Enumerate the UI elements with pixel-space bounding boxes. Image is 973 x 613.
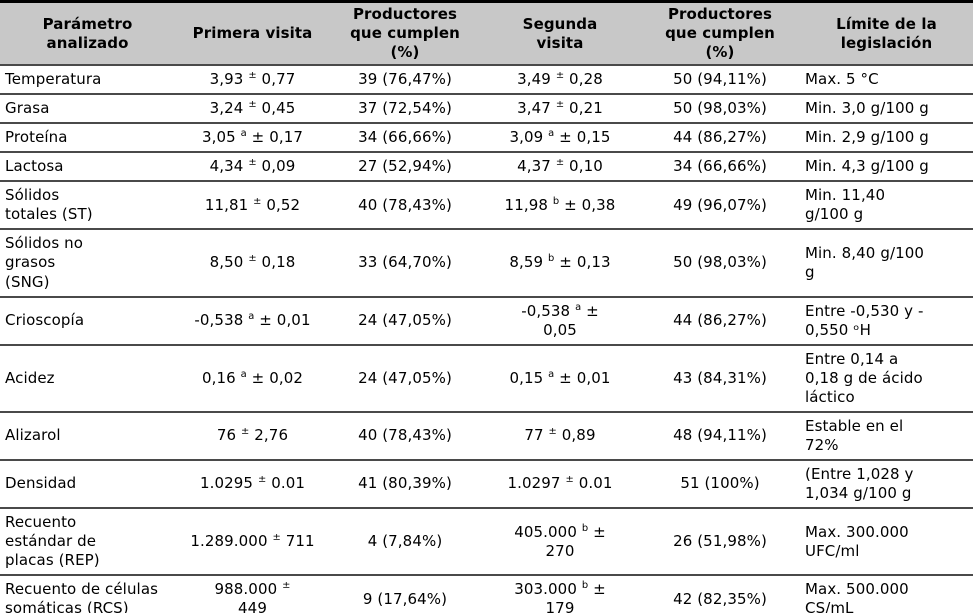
column-header-limite: Límite de la legislación	[800, 0, 973, 67]
cell-param: Recuento de células somáticas (RCS)	[0, 575, 175, 613]
cell-segunda: 3,09 a ± 0,15	[480, 123, 640, 154]
cell-param: Crioscopía	[0, 296, 175, 346]
cell-param: Alizarol	[0, 411, 175, 461]
cell-cumple2: 34 (66,66%)	[640, 152, 800, 183]
column-header-productores-1: Productores que cumplen (%)	[330, 0, 480, 67]
table-row-solidos-no-grasos: Sólidos no grasos (SNG) 8,50 ± 0,18 33 (…	[0, 229, 973, 298]
table-row-crioscopia: Crioscopía -0,538 a ± 0,01 24 (47,05%) -…	[0, 296, 973, 346]
cell-cumple1: 33 (64,70%)	[330, 229, 480, 298]
cell-segunda: 303.000 b ± 179	[480, 575, 640, 613]
table-row-alizarol: Alizarol 76 ± 2,76 40 (78,43%) 77 ± 0,89…	[0, 411, 973, 461]
cell-param: Densidad	[0, 459, 175, 509]
cell-cumple2: 43 (84,31%)	[640, 344, 800, 413]
cell-segunda: 8,59 b ± 0,13	[480, 229, 640, 298]
cell-primera: 1.289.000 ± 711	[175, 507, 330, 577]
cell-cumple1: 37 (72,54%)	[330, 94, 480, 125]
cell-cumple1: 24 (47,05%)	[330, 296, 480, 346]
cell-cumple1: 4 (7,84%)	[330, 507, 480, 577]
cell-cumple2: 50 (98,03%)	[640, 229, 800, 298]
cell-cumple2: 42 (82,35%)	[640, 575, 800, 613]
cell-cumple1: 41 (80,39%)	[330, 459, 480, 509]
table-row-recuento-celulas: Recuento de células somáticas (RCS) 988.…	[0, 575, 973, 613]
cell-limite: Entre -0,530 y - 0,550 ᵒH	[800, 296, 973, 346]
cell-param: Recuento estándar de placas (REP)	[0, 507, 175, 577]
cell-cumple2: 49 (96,07%)	[640, 181, 800, 231]
cell-limite: Min. 4,3 g/100 g	[800, 152, 973, 183]
cell-primera: 11,81 ± 0,52	[175, 181, 330, 231]
cell-cumple1: 9 (17,64%)	[330, 575, 480, 613]
cell-segunda: -0,538 a ± 0,05	[480, 296, 640, 346]
cell-primera: -0,538 a ± 0,01	[175, 296, 330, 346]
table-row-grasa: Grasa 3,24 ± 0,45 37 (72,54%) 3,47 ± 0,2…	[0, 94, 973, 125]
cell-primera: 3,93 ± 0,77	[175, 65, 330, 96]
cell-param: Temperatura	[0, 65, 175, 96]
cell-segunda: 3,49 ± 0,28	[480, 65, 640, 96]
cell-cumple2: 50 (94,11%)	[640, 65, 800, 96]
table-row-proteina: Proteína 3,05 a ± 0,17 34 (66,66%) 3,09 …	[0, 123, 973, 154]
cell-cumple1: 40 (78,43%)	[330, 411, 480, 461]
cell-cumple2: 44 (86,27%)	[640, 123, 800, 154]
cell-primera: 1.0295 ± 0.01	[175, 459, 330, 509]
cell-primera: 8,50 ± 0,18	[175, 229, 330, 298]
cell-param: Acidez	[0, 344, 175, 413]
cell-param: Proteína	[0, 123, 175, 154]
header-row: Parámetro analizado Primera visita Produ…	[0, 0, 973, 67]
cell-segunda: 77 ± 0,89	[480, 411, 640, 461]
cell-cumple2: 51 (100%)	[640, 459, 800, 509]
cell-param: Lactosa	[0, 152, 175, 183]
cell-param: Sólidos no grasos (SNG)	[0, 229, 175, 298]
cell-limite: Max. 500.000 CS/mL	[800, 575, 973, 613]
cell-cumple2: 44 (86,27%)	[640, 296, 800, 346]
cell-param: Grasa	[0, 94, 175, 125]
cell-cumple2: 50 (98,03%)	[640, 94, 800, 125]
cell-primera: 3,24 ± 0,45	[175, 94, 330, 125]
cell-segunda: 1.0297 ± 0.01	[480, 459, 640, 509]
cell-cumple1: 24 (47,05%)	[330, 344, 480, 413]
cell-limite: Max. 5 °C	[800, 65, 973, 96]
table-row-recuento-placas: Recuento estándar de placas (REP) 1.289.…	[0, 507, 973, 577]
cell-cumple2: 26 (51,98%)	[640, 507, 800, 577]
cell-limite: Estable en el 72%	[800, 411, 973, 461]
table-header: Parámetro analizado Primera visita Produ…	[0, 0, 973, 67]
cell-segunda: 3,47 ± 0,21	[480, 94, 640, 125]
cell-cumple1: 27 (52,94%)	[330, 152, 480, 183]
cell-segunda: 405.000 b ± 270	[480, 507, 640, 577]
table-row-lactosa: Lactosa 4,34 ± 0,09 27 (52,94%) 4,37 ± 0…	[0, 152, 973, 183]
column-header-parametro: Parámetro analizado	[0, 0, 175, 67]
table-row-temperatura: Temperatura 3,93 ± 0,77 39 (76,47%) 3,49…	[0, 65, 973, 96]
cell-limite: (Entre 1,028 y 1,034 g/100 g	[800, 459, 973, 509]
cell-cumple1: 40 (78,43%)	[330, 181, 480, 231]
cell-primera: 0,16 a ± 0,02	[175, 344, 330, 413]
cell-primera: 4,34 ± 0,09	[175, 152, 330, 183]
column-header-segunda-visita: Segunda visita	[480, 0, 640, 67]
cell-limite: Min. 3,0 g/100 g	[800, 94, 973, 125]
cell-segunda: 0,15 a ± 0,01	[480, 344, 640, 413]
table-body: Temperatura 3,93 ± 0,77 39 (76,47%) 3,49…	[0, 65, 973, 613]
table-row-acidez: Acidez 0,16 a ± 0,02 24 (47,05%) 0,15 a …	[0, 344, 973, 413]
cell-limite: Min. 11,40 g/100 g	[800, 181, 973, 231]
cell-limite: Entre 0,14 a 0,18 g de ácido láctico	[800, 344, 973, 413]
cell-param: Sólidos totales (ST)	[0, 181, 175, 231]
cell-limite: Min. 8,40 g/100 g	[800, 229, 973, 298]
cell-cumple2: 48 (94,11%)	[640, 411, 800, 461]
column-header-primera-visita: Primera visita	[175, 0, 330, 67]
table-row-densidad: Densidad 1.0295 ± 0.01 41 (80,39%) 1.029…	[0, 459, 973, 509]
cell-primera: 3,05 a ± 0,17	[175, 123, 330, 154]
cell-primera: 988.000 ± 449	[175, 575, 330, 613]
cell-limite: Max. 300.000 UFC/ml	[800, 507, 973, 577]
cell-segunda: 4,37 ± 0,10	[480, 152, 640, 183]
column-header-productores-2: Productores que cumplen (%)	[640, 0, 800, 67]
table-row-solidos-totales: Sólidos totales (ST) 11,81 ± 0,52 40 (78…	[0, 181, 973, 231]
cell-segunda: 11,98 b ± 0,38	[480, 181, 640, 231]
cell-cumple1: 34 (66,66%)	[330, 123, 480, 154]
cell-limite: Min. 2,9 g/100 g	[800, 123, 973, 154]
cell-primera: 76 ± 2,76	[175, 411, 330, 461]
cell-cumple1: 39 (76,47%)	[330, 65, 480, 96]
